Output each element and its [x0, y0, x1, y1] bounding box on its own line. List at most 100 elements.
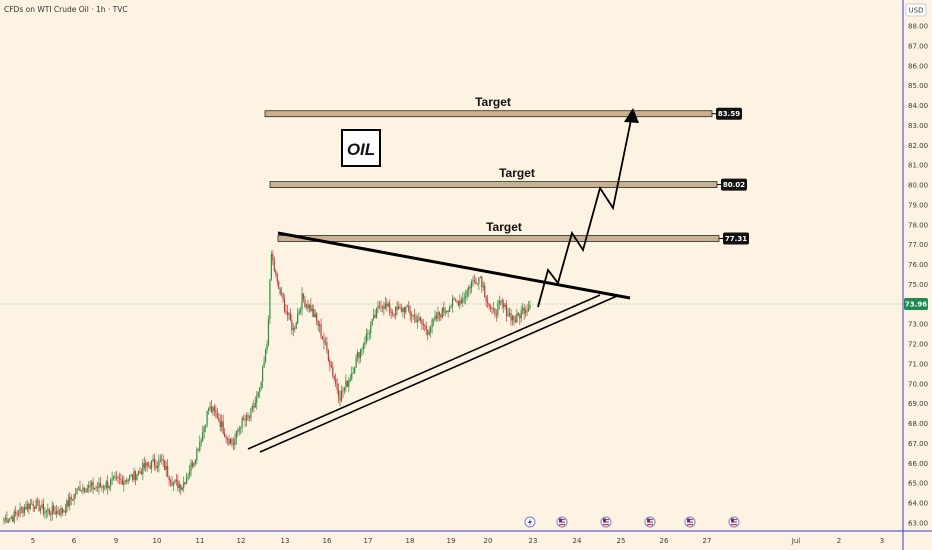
candle-body — [346, 380, 348, 387]
candle-body — [310, 304, 312, 312]
candle-body — [121, 479, 123, 485]
candle-body — [440, 314, 442, 318]
y-tick-label: 79.00 — [908, 201, 928, 209]
candle-body — [516, 313, 518, 323]
candle-body — [327, 350, 329, 361]
candle-body — [465, 295, 467, 298]
lightning-icon — [528, 518, 532, 526]
x-tick-label: 24 — [573, 537, 582, 545]
candle-body — [324, 342, 327, 344]
candle-body — [275, 270, 277, 275]
x-tick-label: 19 — [447, 537, 456, 545]
candle-body — [190, 462, 192, 472]
candle-body — [431, 319, 433, 328]
candle-body — [80, 490, 83, 492]
target-zone — [264, 110, 713, 118]
candle-body — [53, 505, 55, 512]
candle-body — [387, 303, 389, 307]
candle-body — [228, 439, 230, 444]
candle-body — [270, 254, 272, 280]
candle-body — [472, 279, 474, 282]
candles — [3, 250, 531, 525]
candle-body — [169, 480, 172, 483]
candle-body — [102, 486, 104, 488]
candle-body — [82, 487, 84, 491]
candle-body — [314, 313, 316, 318]
candle-body — [41, 504, 43, 509]
candle-body — [367, 333, 369, 335]
candle-body — [456, 300, 458, 302]
candle-body — [508, 313, 511, 315]
flag-stripe — [687, 521, 693, 523]
candle-body — [215, 410, 217, 413]
candle-body — [253, 406, 255, 408]
candle-body — [402, 307, 404, 312]
candle-body — [267, 318, 270, 345]
candle-body — [85, 491, 87, 493]
y-tick-label: 63.00 — [908, 520, 928, 528]
candle-body — [396, 306, 398, 310]
x-axis: 5 6 9 10 11 12 13 16 17 18 19 20 23 24 25 26 27 Jul 2 3 — [31, 537, 884, 545]
candle-body — [61, 508, 64, 513]
candle-body — [498, 300, 500, 304]
last-price-value: 73.96 — [905, 301, 927, 309]
candle-body — [497, 303, 499, 315]
candle-body — [286, 311, 289, 315]
candle-body — [326, 342, 328, 351]
candle-body — [432, 319, 435, 321]
candle-body — [18, 514, 20, 516]
candle-body — [481, 276, 483, 288]
candle-body — [494, 308, 496, 315]
candle-body — [178, 484, 180, 489]
candle-body — [443, 307, 445, 313]
candle-body — [473, 279, 476, 281]
candle-body — [300, 308, 302, 311]
candle-body — [374, 314, 376, 318]
event-markers — [524, 516, 740, 528]
y-tick-label: 70.00 — [908, 380, 928, 388]
target-zones: Target 83.59 Target 80.02 Target 77.31 — [264, 95, 749, 245]
candle-body — [175, 480, 178, 481]
candle-body — [136, 475, 138, 481]
candle-body — [50, 513, 52, 515]
candle-body — [466, 290, 468, 296]
flag-stripe — [647, 524, 653, 526]
candle-body — [47, 509, 49, 511]
candle-body — [418, 317, 420, 321]
candle-body — [317, 320, 319, 326]
candle-body — [224, 433, 226, 437]
candle-body — [115, 476, 118, 478]
last-price-badge: 73.96 — [904, 298, 928, 310]
currency-badge[interactable] — [905, 3, 927, 17]
candle-body — [131, 475, 134, 480]
candle-body — [139, 471, 141, 473]
candle-body — [454, 299, 457, 301]
candle-body — [337, 389, 340, 397]
candle-body — [93, 487, 96, 490]
candle-body — [321, 336, 324, 340]
candle-body — [206, 410, 208, 425]
candle-body — [104, 487, 106, 489]
candle-body — [355, 357, 357, 368]
candle-body — [221, 421, 223, 427]
x-tick-label: 9 — [114, 537, 118, 545]
candle-body — [513, 315, 515, 321]
candle-body — [308, 304, 310, 309]
y-tick-label: 73.00 — [908, 321, 928, 329]
candle-body — [263, 361, 265, 368]
candle-body — [205, 425, 207, 427]
candle-body — [114, 476, 116, 478]
candle-body — [340, 390, 343, 401]
candle-body — [282, 293, 284, 300]
candle-body — [492, 308, 495, 310]
candle-body — [424, 325, 426, 327]
candle-body — [405, 307, 407, 313]
candle-body — [421, 320, 423, 324]
candle-body — [172, 482, 175, 486]
candle-body — [193, 463, 195, 467]
candle-body — [101, 486, 103, 488]
candle-body — [266, 344, 268, 350]
candle-body — [86, 488, 88, 493]
candle-body — [177, 480, 179, 489]
candle-body — [361, 348, 363, 350]
